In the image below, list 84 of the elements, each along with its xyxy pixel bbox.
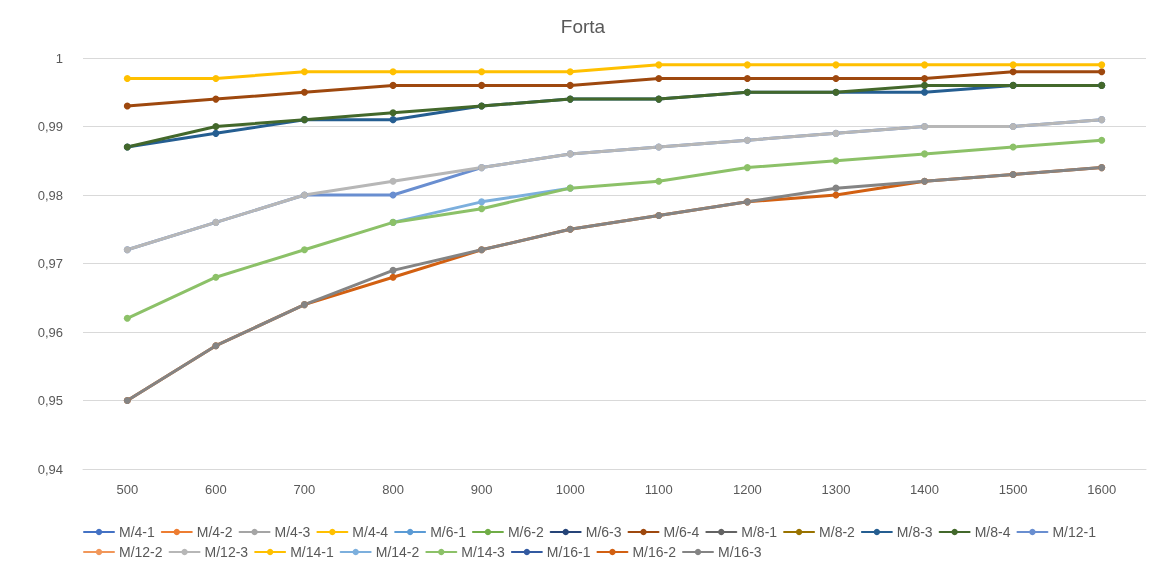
x-tick-label: 900: [470, 482, 493, 497]
point: [212, 273, 220, 281]
point: [123, 102, 131, 110]
point: [389, 109, 397, 117]
legend-label: M/8-2: [819, 524, 856, 540]
legend-label: M/12-2: [119, 544, 163, 560]
x-tick-label: 1300: [821, 482, 851, 497]
point: [1009, 68, 1017, 76]
point: [212, 75, 220, 83]
point: [212, 129, 220, 137]
point: [743, 61, 751, 69]
y-tick-label: 0,94: [37, 461, 63, 477]
legend-label: M/16-3: [718, 544, 762, 560]
point: [389, 177, 397, 185]
point: [389, 116, 397, 124]
point: [655, 75, 663, 83]
point: [389, 273, 397, 281]
y-tick-label: 0,98: [37, 187, 63, 203]
point: [921, 150, 929, 158]
point: [123, 75, 131, 83]
point: [1098, 61, 1106, 69]
legend-label: M/4-2: [196, 524, 233, 540]
legend-label: M/8-1: [741, 524, 778, 540]
point: [478, 81, 486, 89]
y-tick-label: 0,95: [37, 393, 63, 408]
x-tick-label: 600: [205, 482, 227, 497]
x-tick-label: 1600: [1087, 482, 1117, 497]
point: [478, 198, 486, 206]
point: [478, 68, 486, 76]
x-tick-label: 1100: [644, 482, 673, 497]
x-tick-label: 1400: [910, 482, 939, 497]
x-tick-label: 1000: [555, 482, 585, 497]
point: [743, 75, 751, 83]
point: [655, 177, 663, 185]
legend-label: M/16-2: [632, 544, 677, 560]
legend-label: M/12-1: [1052, 524, 1097, 540]
legend-label: M/6-3: [585, 524, 622, 540]
point: [389, 266, 397, 274]
point: [300, 88, 308, 96]
x-tick-label: 500: [116, 482, 139, 497]
legend-label: M/4-4: [352, 524, 389, 540]
legend-label: M/4-1: [119, 524, 155, 540]
x-tick-label: 700: [293, 482, 316, 497]
point: [1098, 68, 1106, 76]
legend-label: M/8-3: [896, 524, 933, 540]
y-tick-label: 1: [55, 50, 63, 66]
point: [1098, 136, 1106, 144]
y-tick-label: 0,99: [37, 119, 63, 134]
point: [921, 81, 929, 89]
legend-label: M/6-1: [430, 524, 467, 540]
point: [743, 164, 751, 172]
x-tick-label: 800: [382, 482, 404, 497]
point: [478, 205, 486, 213]
y-tick-label: 0,96: [37, 324, 63, 340]
legend-label: M/14-1: [290, 544, 334, 560]
legend-label: M/6-2: [507, 524, 544, 540]
point: [832, 75, 840, 83]
legend-label: M/12-3: [204, 544, 249, 560]
legend-label: M/14-3: [461, 544, 506, 560]
legend-label: M/6-4: [663, 524, 700, 540]
point: [123, 314, 131, 322]
point: [212, 95, 220, 103]
x-tick-label: 1200: [732, 482, 762, 497]
y-tick-label: 0,97: [37, 256, 63, 271]
point: [832, 157, 840, 165]
point: [1009, 61, 1017, 69]
point: [212, 123, 220, 130]
point: [389, 81, 397, 89]
point: [655, 61, 663, 69]
legend-label: M/16-1: [546, 544, 591, 560]
point: [566, 68, 574, 76]
point: [921, 88, 929, 96]
point: [921, 61, 929, 69]
point: [921, 75, 929, 83]
x-tick-label: 1500: [998, 482, 1028, 497]
point: [566, 81, 574, 89]
point: [300, 246, 308, 254]
chart-title: Forta: [560, 16, 606, 37]
point: [832, 61, 840, 69]
legend-label: M/4-3: [274, 524, 311, 540]
point: [300, 68, 308, 76]
point: [389, 68, 397, 76]
legend-label: M/14-2: [375, 544, 420, 560]
legend-label: M/8-4: [974, 524, 1011, 540]
